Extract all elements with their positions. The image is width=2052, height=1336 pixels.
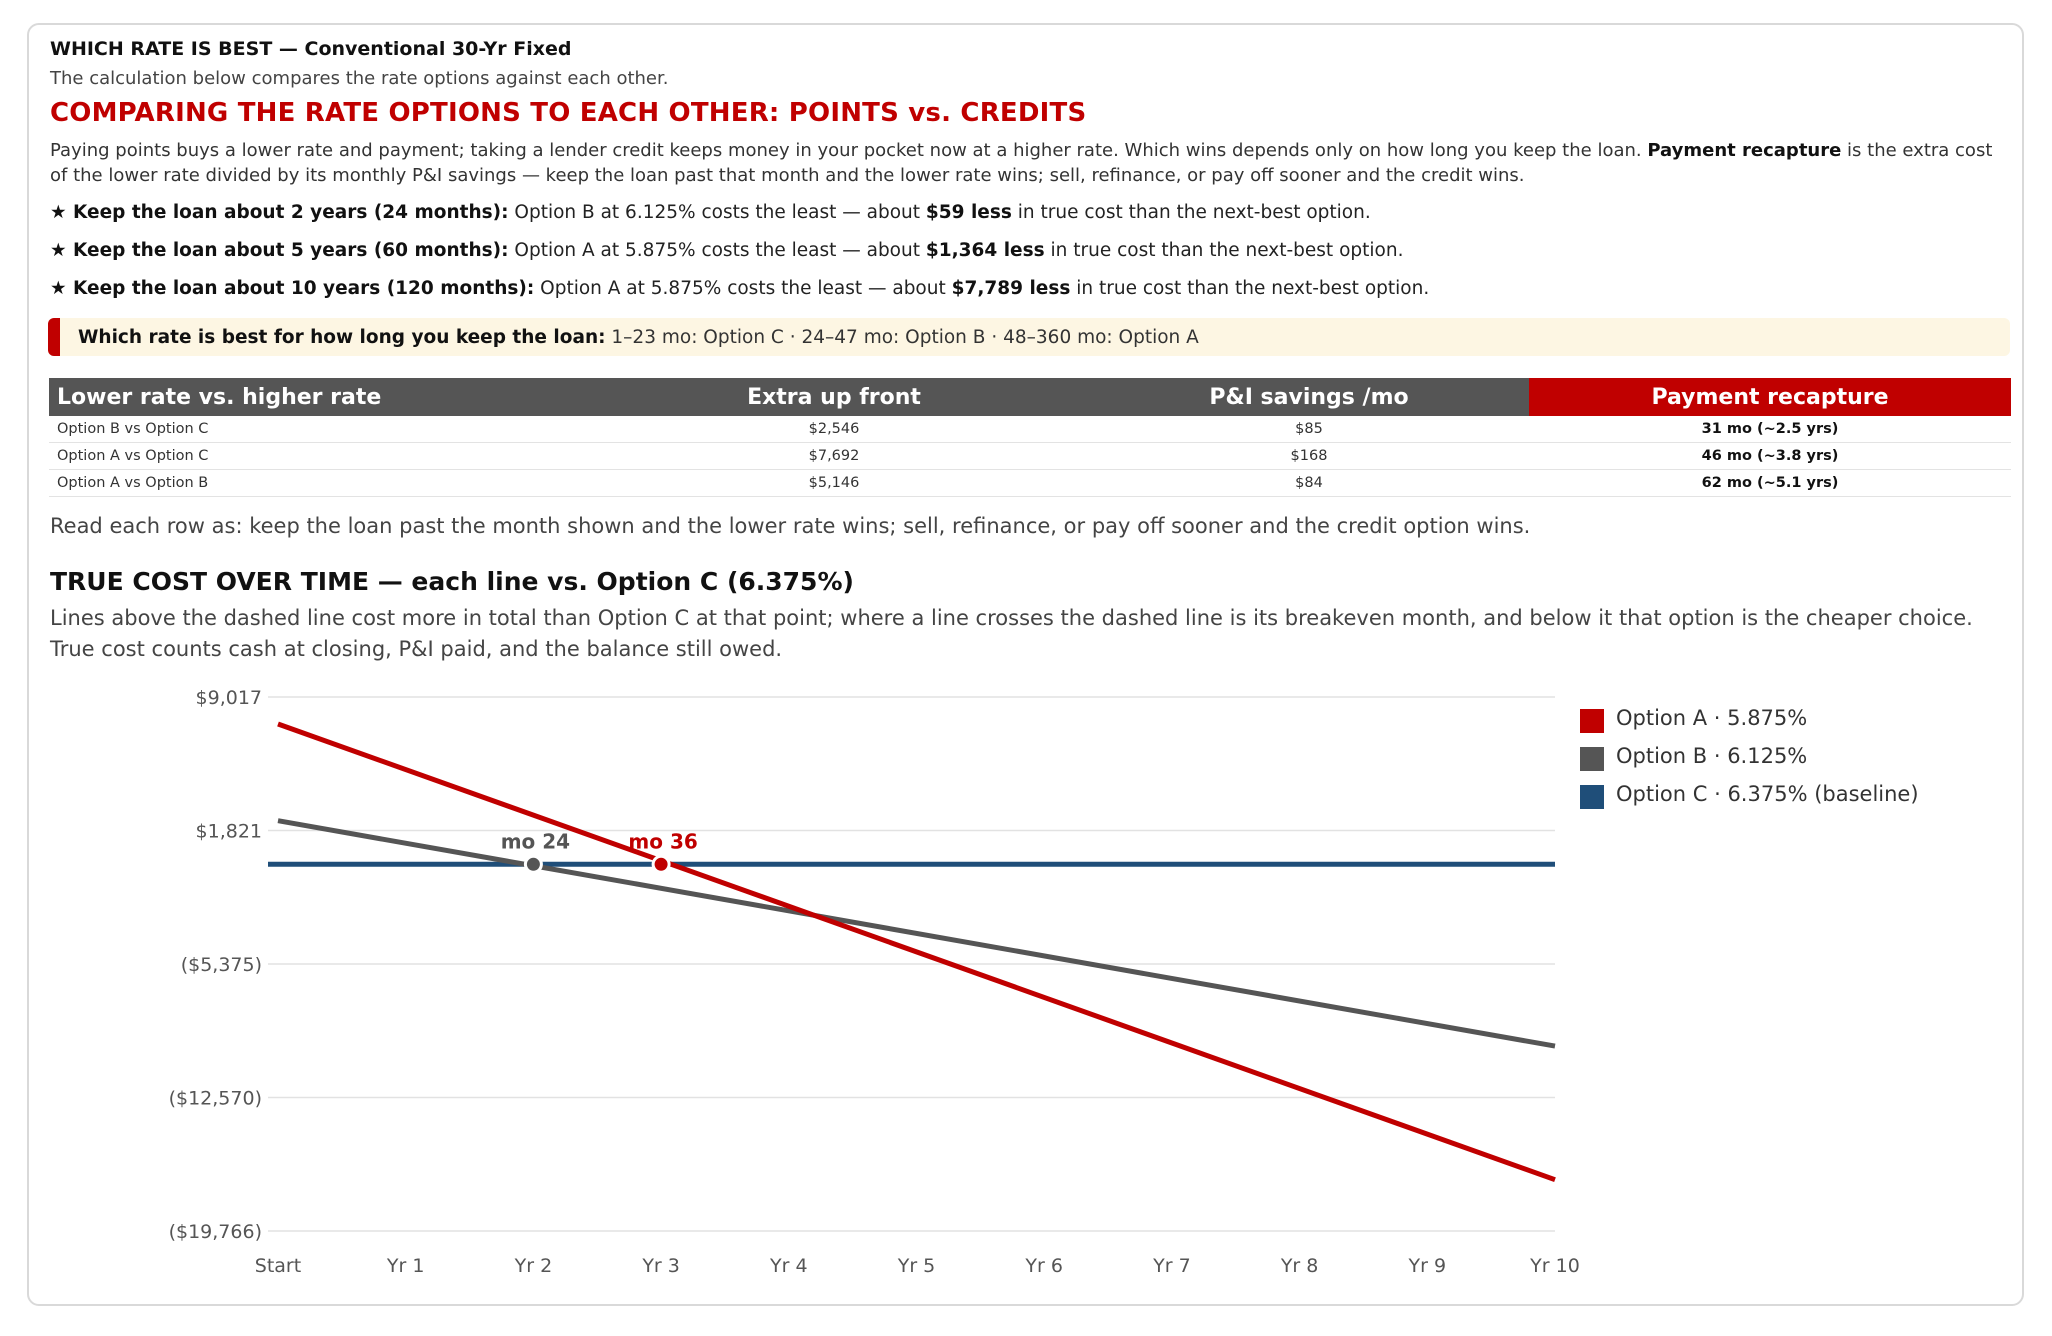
- breakeven-label: mo 36: [628, 829, 697, 853]
- cell-payment-recapture: 62 mo (~5.1 yrs): [1529, 469, 2011, 497]
- page-title: COMPARING THE RATE OPTIONS TO EACH OTHER…: [50, 98, 1087, 128]
- x-tick-label: Yr 1: [386, 1255, 425, 1277]
- callout-accent-bar: [48, 318, 60, 356]
- col-header-pi-savings: P&I savings /mo: [1089, 378, 1529, 416]
- legend-label: Option A · 5.875%: [1616, 706, 1808, 730]
- cell-pi-savings: $168: [1089, 442, 1529, 470]
- col-header-payment-recapture: Payment recapture: [1529, 378, 2011, 416]
- breakeven-marker: [651, 854, 671, 874]
- x-tick-label: Yr 4: [769, 1255, 808, 1277]
- x-tick-label: Start: [255, 1255, 301, 1277]
- y-tick-label: ($19,766): [169, 1221, 262, 1243]
- cell-pi-savings: $85: [1089, 416, 1529, 443]
- x-tick-label: Yr 10: [1529, 1255, 1580, 1277]
- table-reading-note: Read each row as: keep the loan past the…: [50, 514, 1531, 538]
- payment-recapture-table: Lower rate vs. higher rate Extra up fron…: [49, 378, 2011, 497]
- payment-recapture-term: Payment recapture: [1647, 140, 1842, 161]
- cell-pi-savings: $84: [1089, 469, 1529, 497]
- series-line-b: [277, 818, 1556, 1049]
- x-tick-label: Yr 5: [897, 1255, 936, 1277]
- cell-extra-up-front: $5,146: [579, 469, 1089, 497]
- y-tick-label: $9,017: [196, 687, 262, 709]
- x-tick-label: Yr 3: [641, 1255, 680, 1277]
- table-row: Option A vs Option B $5,146 $84 62 mo (~…: [49, 469, 2011, 497]
- legend-swatch: [1580, 709, 1604, 733]
- kicker-title: WHICH RATE IS BEST — Conventional 30-Yr …: [50, 38, 572, 60]
- y-tick-label: ($5,375): [181, 954, 262, 976]
- cell-extra-up-front: $7,692: [579, 442, 1089, 470]
- best-rate-callout: Which rate is best for how long you keep…: [48, 318, 2010, 356]
- legend-label: Option C · 6.375% (baseline): [1616, 782, 1919, 806]
- cell-payment-recapture: 46 mo (~3.8 yrs): [1529, 442, 2011, 470]
- cell-comparison: Option A vs Option B: [49, 469, 579, 497]
- x-tick-label: Yr 6: [1024, 1255, 1063, 1277]
- report-card: [27, 23, 2024, 1306]
- cell-comparison: Option A vs Option C: [49, 442, 579, 470]
- breakeven-label: mo 24: [501, 829, 570, 853]
- legend-swatch: [1580, 785, 1604, 809]
- scenario-bullet-5yr: ★ Keep the loan about 5 years (60 months…: [50, 240, 1404, 261]
- col-header-comparison: Lower rate vs. higher rate: [49, 378, 579, 416]
- x-tick-label: Yr 9: [1408, 1255, 1447, 1277]
- x-tick-label: Yr 7: [1152, 1255, 1191, 1277]
- scenario-bullet-10yr: ★ Keep the loan about 10 years (120 mont…: [50, 278, 1430, 299]
- table-row: Option B vs Option C $2,546 $85 31 mo (~…: [49, 416, 2011, 443]
- series-line-a: [277, 721, 1556, 1183]
- col-header-extra-up-front: Extra up front: [579, 378, 1089, 416]
- intro-paragraph: Paying points buys a lower rate and paym…: [50, 140, 1993, 186]
- chart-subtitle: Lines above the dashed line cost more in…: [50, 606, 1973, 661]
- kicker-subtitle: The calculation below compares the rate …: [50, 68, 669, 89]
- scenario-bullet-2yr: ★ Keep the loan about 2 years (24 months…: [50, 202, 1371, 223]
- cell-extra-up-front: $2,546: [579, 416, 1089, 443]
- table-header-row: Lower rate vs. higher rate Extra up fron…: [49, 378, 2011, 416]
- y-tick-label: $1,821: [196, 821, 262, 843]
- legend-label: Option B · 6.125%: [1616, 744, 1808, 768]
- y-tick-label: ($12,570): [169, 1087, 262, 1109]
- cell-comparison: Option B vs Option C: [49, 416, 579, 443]
- cell-payment-recapture: 31 mo (~2.5 yrs): [1529, 416, 2011, 443]
- legend-swatch: [1580, 747, 1604, 771]
- chart-title: TRUE COST OVER TIME — each line vs. Opti…: [50, 567, 854, 596]
- x-tick-label: Yr 2: [514, 1255, 553, 1277]
- breakeven-marker: [523, 854, 543, 874]
- x-tick-label: Yr 8: [1280, 1255, 1319, 1277]
- callout-text: Which rate is best for how long you keep…: [78, 327, 1199, 348]
- table-row: Option A vs Option C $7,692 $168 46 mo (…: [49, 442, 2011, 470]
